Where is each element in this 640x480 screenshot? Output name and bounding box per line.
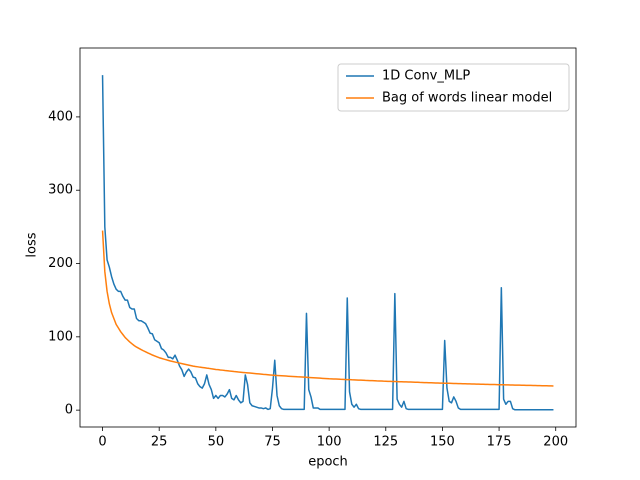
x-tick-label: 0 bbox=[98, 435, 106, 450]
legend-box bbox=[337, 63, 570, 112]
x-tick-label: 50 bbox=[208, 435, 225, 450]
y-axis-label: loss bbox=[25, 232, 40, 257]
y-tick-label: 400 bbox=[48, 109, 73, 124]
plot-frame bbox=[79, 47, 577, 428]
x-axis-label: epoch bbox=[308, 455, 348, 470]
series-line bbox=[101, 230, 554, 387]
x-tick-label: 150 bbox=[430, 435, 455, 450]
x-tick-label: 125 bbox=[373, 435, 398, 450]
y-tick-label: 300 bbox=[48, 183, 73, 198]
x-tick-label: 75 bbox=[264, 435, 281, 450]
x-tick-label: 175 bbox=[487, 435, 512, 450]
legend-label: 1D Conv_MLP bbox=[382, 69, 470, 84]
y-tick-label: 100 bbox=[48, 329, 73, 344]
x-tick-label: 25 bbox=[151, 435, 168, 450]
x-tick-label: 200 bbox=[543, 435, 568, 450]
y-tick-label: 200 bbox=[48, 256, 73, 271]
series-line bbox=[101, 75, 554, 411]
legend-label: Bag of words linear model bbox=[382, 91, 552, 106]
x-tick-label: 100 bbox=[317, 435, 342, 450]
y-tick-label: 0 bbox=[65, 403, 73, 418]
